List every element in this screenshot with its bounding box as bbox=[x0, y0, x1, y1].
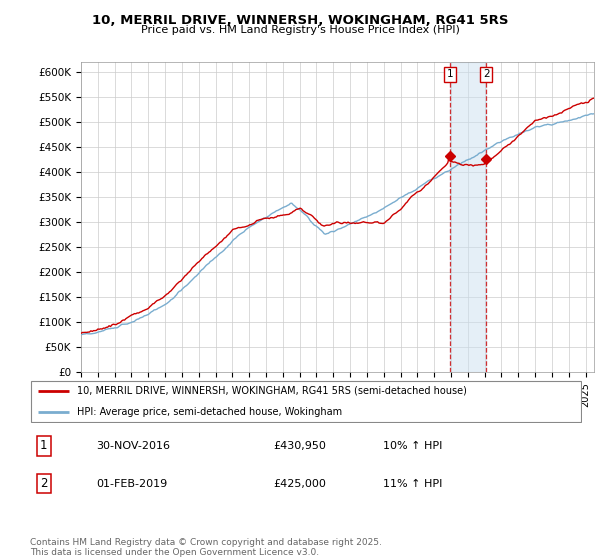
Text: 10, MERRIL DRIVE, WINNERSH, WOKINGHAM, RG41 5RS: 10, MERRIL DRIVE, WINNERSH, WOKINGHAM, R… bbox=[92, 14, 508, 27]
Text: 1: 1 bbox=[446, 69, 453, 80]
Text: £425,000: £425,000 bbox=[273, 479, 326, 488]
Text: 01-FEB-2019: 01-FEB-2019 bbox=[96, 479, 167, 488]
Text: Contains HM Land Registry data © Crown copyright and database right 2025.
This d: Contains HM Land Registry data © Crown c… bbox=[30, 538, 382, 557]
Text: 10, MERRIL DRIVE, WINNERSH, WOKINGHAM, RG41 5RS (semi-detached house): 10, MERRIL DRIVE, WINNERSH, WOKINGHAM, R… bbox=[77, 386, 467, 396]
FancyBboxPatch shape bbox=[31, 381, 581, 422]
Text: 2: 2 bbox=[40, 477, 47, 490]
Bar bbox=[449, 62, 486, 372]
Text: 1: 1 bbox=[40, 439, 47, 452]
Text: 11% ↑ HPI: 11% ↑ HPI bbox=[383, 479, 443, 488]
Text: £430,950: £430,950 bbox=[273, 441, 326, 451]
Text: 10% ↑ HPI: 10% ↑ HPI bbox=[383, 441, 443, 451]
Text: Price paid vs. HM Land Registry's House Price Index (HPI): Price paid vs. HM Land Registry's House … bbox=[140, 25, 460, 35]
Text: 30-NOV-2016: 30-NOV-2016 bbox=[96, 441, 170, 451]
Text: HPI: Average price, semi-detached house, Wokingham: HPI: Average price, semi-detached house,… bbox=[77, 407, 342, 417]
Text: 2: 2 bbox=[483, 69, 490, 80]
